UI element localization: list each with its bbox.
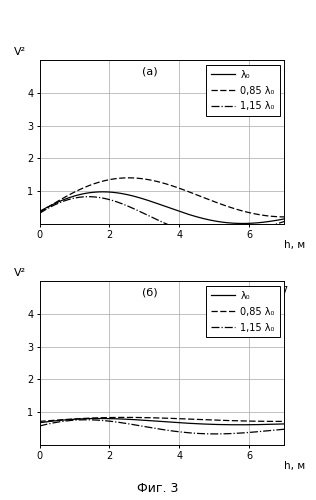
Y-axis label: V²: V² xyxy=(14,268,26,278)
Text: 7: 7 xyxy=(281,286,288,296)
Y-axis label: V²: V² xyxy=(14,46,26,56)
Text: Фиг. 3: Фиг. 3 xyxy=(137,482,179,495)
Text: (б): (б) xyxy=(142,288,157,298)
Legend: λ₀, 0,85 λ₀, 1,15 λ₀: λ₀, 0,85 λ₀, 1,15 λ₀ xyxy=(206,286,280,338)
Text: (а): (а) xyxy=(142,66,157,76)
Legend: λ₀, 0,85 λ₀, 1,15 λ₀: λ₀, 0,85 λ₀, 1,15 λ₀ xyxy=(206,65,280,116)
Text: h, м: h, м xyxy=(284,240,306,250)
Text: h, м: h, м xyxy=(284,462,306,471)
